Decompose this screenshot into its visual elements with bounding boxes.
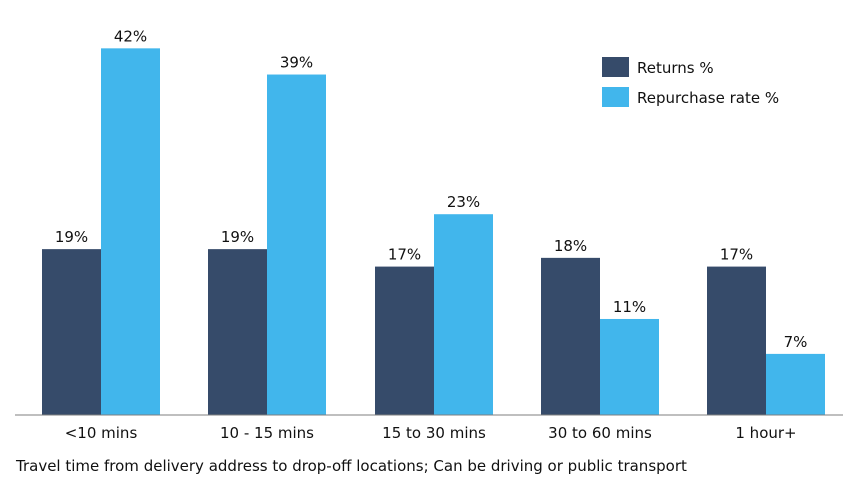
bar-repurchase-3 [600, 318, 659, 415]
data-label-repurchase-3: 11% [613, 298, 646, 316]
legend-swatch-repurchase [602, 87, 629, 107]
legend-label-repurchase: Repurchase rate % [637, 89, 779, 107]
legend-label-returns: Returns % [637, 59, 714, 77]
legend-swatch-returns [602, 57, 629, 77]
bar-repurchase-0 [101, 48, 160, 416]
x-tick-label-1: 10 - 15 mins [220, 424, 314, 442]
bar-repurchase-4 [766, 353, 825, 415]
data-label-returns-2: 17% [388, 246, 421, 264]
bar-returns-3 [541, 257, 600, 415]
data-label-repurchase-4: 7% [784, 333, 808, 351]
x-axis-caption: Travel time from delivery address to dro… [16, 457, 687, 475]
x-tick-label-3: 30 to 60 mins [548, 424, 652, 442]
data-label-repurchase-0: 42% [114, 27, 147, 45]
data-label-repurchase-1: 39% [280, 54, 313, 72]
bar-repurchase-2 [434, 214, 493, 415]
bar-returns-4 [707, 266, 766, 415]
data-label-returns-0: 19% [55, 228, 88, 246]
x-tick-labels-group: <10 mins 10 - 15 mins 15 to 30 mins 30 to 6… [65, 424, 797, 442]
data-label-repurchase-2: 23% [447, 193, 480, 211]
x-tick-label-2: 15 to 30 mins [382, 424, 486, 442]
data-label-returns-1: 19% [221, 228, 254, 246]
value-labels-group: 19% 42% 19% 39% 17% 23% 18% 11% 17% 7% [55, 27, 808, 351]
x-tick-label-0: <10 mins [65, 424, 138, 442]
bars-group [42, 48, 825, 416]
legend: Returns % Repurchase rate % [602, 57, 779, 107]
x-tick-label-4: 1 hour+ [735, 424, 796, 442]
data-label-returns-3: 18% [554, 237, 587, 255]
bar-returns-1 [208, 249, 267, 415]
bar-repurchase-1 [267, 74, 326, 415]
bar-returns-2 [375, 266, 434, 415]
bar-returns-0 [42, 249, 101, 415]
data-label-returns-4: 17% [720, 246, 753, 264]
